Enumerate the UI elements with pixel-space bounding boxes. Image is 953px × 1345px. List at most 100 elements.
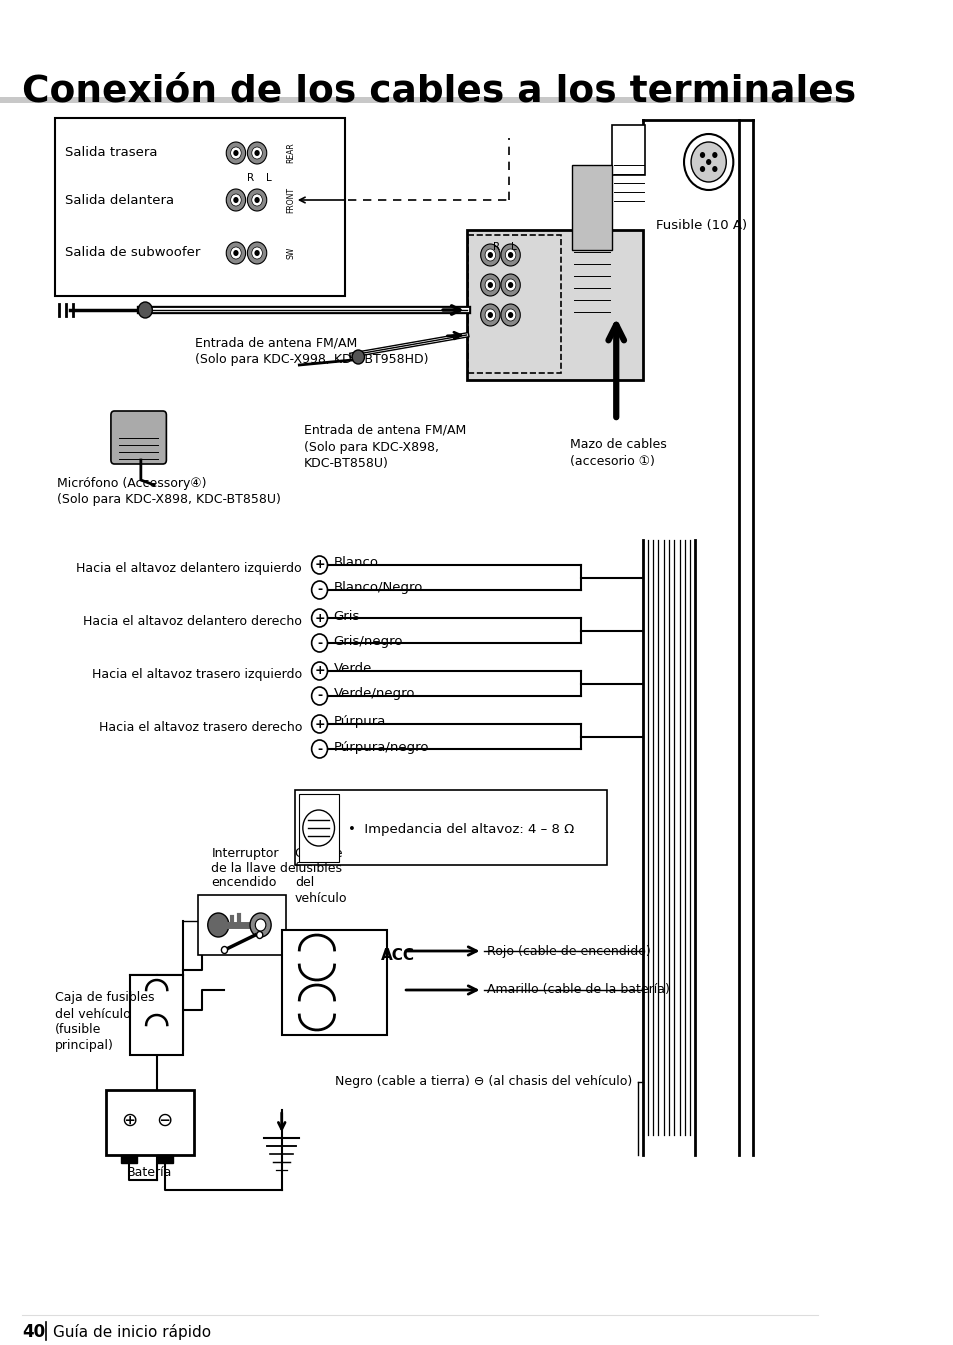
Text: Entrada de antena FM/AM: Entrada de antena FM/AM [195, 336, 357, 350]
FancyBboxPatch shape [111, 412, 166, 464]
Circle shape [255, 919, 266, 931]
Text: KDC-BT858U): KDC-BT858U) [303, 457, 388, 471]
Text: encendido: encendido [211, 877, 276, 889]
Text: fusibles: fusibles [294, 862, 342, 874]
Text: Mazo de cables: Mazo de cables [569, 438, 665, 452]
FancyBboxPatch shape [198, 894, 286, 955]
Circle shape [690, 143, 725, 182]
Circle shape [233, 196, 238, 203]
Text: (fusible: (fusible [54, 1024, 101, 1037]
Text: -: - [316, 690, 322, 702]
FancyBboxPatch shape [106, 1089, 193, 1155]
Circle shape [705, 159, 711, 165]
Circle shape [500, 304, 519, 325]
Text: Púrpura/negro: Púrpura/negro [334, 741, 429, 753]
Circle shape [683, 134, 733, 190]
Text: R: R [247, 174, 254, 183]
Text: +: + [314, 612, 325, 624]
FancyBboxPatch shape [466, 230, 642, 381]
Circle shape [352, 350, 364, 364]
Circle shape [712, 152, 717, 157]
Circle shape [484, 249, 496, 261]
FancyBboxPatch shape [131, 975, 183, 1054]
Circle shape [250, 913, 271, 937]
Text: 40: 40 [22, 1323, 45, 1341]
Circle shape [226, 190, 245, 211]
Text: Hacia el altavoz trasero derecho: Hacia el altavoz trasero derecho [98, 721, 302, 734]
Circle shape [480, 243, 499, 266]
FancyBboxPatch shape [611, 125, 644, 175]
Text: L: L [265, 174, 271, 183]
Circle shape [507, 312, 513, 317]
Text: -: - [316, 742, 322, 756]
Circle shape [312, 740, 327, 759]
Text: L: L [511, 242, 517, 252]
Text: Micrófono (Accessory④): Micrófono (Accessory④) [57, 476, 207, 490]
Text: Gris/negro: Gris/negro [334, 635, 403, 647]
Text: Hacia el altavoz delantero derecho: Hacia el altavoz delantero derecho [83, 615, 302, 628]
Circle shape [254, 196, 259, 203]
Circle shape [252, 147, 262, 159]
Text: Amarillo (cable de la batería): Amarillo (cable de la batería) [486, 983, 669, 997]
Circle shape [312, 716, 327, 733]
Text: Gris: Gris [334, 609, 359, 623]
Text: +: + [314, 558, 325, 572]
Text: Batería: Batería [127, 1166, 172, 1180]
FancyBboxPatch shape [0, 97, 839, 104]
Text: -: - [316, 584, 322, 596]
Circle shape [312, 633, 327, 652]
Text: SW: SW [286, 247, 294, 260]
Text: vehículo: vehículo [294, 892, 347, 904]
Circle shape [254, 151, 259, 156]
Text: (Solo para KDC-X898, KDC-BT858U): (Solo para KDC-X898, KDC-BT858U) [57, 494, 281, 507]
Circle shape [312, 581, 327, 599]
Circle shape [312, 609, 327, 627]
FancyBboxPatch shape [572, 165, 611, 250]
Circle shape [487, 252, 493, 258]
Text: Salida trasera: Salida trasera [65, 147, 157, 160]
Circle shape [247, 143, 267, 164]
Circle shape [233, 250, 238, 256]
Circle shape [507, 282, 513, 288]
Circle shape [700, 165, 704, 172]
Circle shape [208, 913, 229, 937]
Text: Rojo (cable de encendido): Rojo (cable de encendido) [486, 944, 650, 958]
Circle shape [312, 555, 327, 574]
Text: Hacia el altavoz trasero izquierdo: Hacia el altavoz trasero izquierdo [91, 668, 302, 681]
Text: Caja de: Caja de [294, 846, 342, 859]
Text: Caja de fusibles: Caja de fusibles [54, 991, 154, 1005]
Circle shape [226, 143, 245, 164]
Text: Fusible (10 A): Fusible (10 A) [655, 218, 746, 231]
Circle shape [247, 242, 267, 264]
Text: Interruptor: Interruptor [211, 846, 278, 859]
Circle shape [712, 165, 717, 172]
Text: (Solo para KDC-X898,: (Solo para KDC-X898, [303, 441, 438, 453]
Text: ACC: ACC [381, 948, 415, 963]
Text: Hacia el altavoz delantero izquierdo: Hacia el altavoz delantero izquierdo [76, 562, 302, 576]
Circle shape [700, 152, 704, 157]
Circle shape [480, 304, 499, 325]
Circle shape [487, 282, 493, 288]
Circle shape [226, 242, 245, 264]
Text: (accesorio ①): (accesorio ①) [569, 456, 654, 468]
Text: -: - [316, 636, 322, 650]
Text: Entrada de antena FM/AM: Entrada de antena FM/AM [303, 424, 465, 437]
Circle shape [233, 151, 238, 156]
FancyBboxPatch shape [299, 794, 338, 862]
FancyBboxPatch shape [281, 929, 387, 1036]
Circle shape [252, 194, 262, 206]
Text: REAR: REAR [286, 143, 294, 163]
Text: FRONT: FRONT [286, 187, 294, 213]
Text: •  Impedancia del altavoz: 4 – 8 Ω: • Impedancia del altavoz: 4 – 8 Ω [348, 823, 574, 837]
Circle shape [480, 274, 499, 296]
Text: (Solo para KDC-X998, KDC-BT958HD): (Solo para KDC-X998, KDC-BT958HD) [195, 354, 429, 366]
Text: Salida delantera: Salida delantera [65, 194, 174, 207]
Text: Negro (cable a tierra) ⊖ (al chasis del vehículo): Negro (cable a tierra) ⊖ (al chasis del … [335, 1076, 631, 1088]
Circle shape [487, 312, 493, 317]
Text: Verde/negro: Verde/negro [334, 687, 415, 701]
Circle shape [500, 243, 519, 266]
Circle shape [252, 247, 262, 260]
Text: Púrpura: Púrpura [334, 716, 386, 729]
Circle shape [231, 194, 241, 206]
Circle shape [312, 662, 327, 681]
